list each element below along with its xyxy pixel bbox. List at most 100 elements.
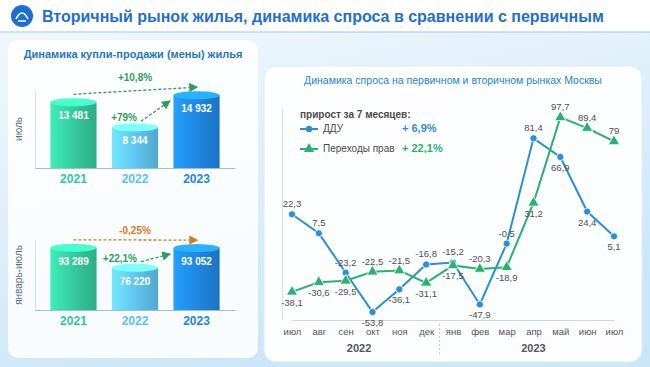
bar-top [173,91,219,99]
tick: 2023 [183,314,210,328]
annotation: +10,8% [118,72,152,83]
data-label: 66,9 [551,162,570,173]
data-label: 97,7 [551,101,570,112]
tick: июл [606,326,624,337]
header-band [0,0,650,32]
tick: сен [339,326,354,337]
legend-label: ДДУ [323,123,344,134]
annotation: +22,1% [103,253,137,264]
right-panel [264,66,642,362]
x-axis: июлавгсеноктноядекянвфевмарапрмайиюниюл [284,321,624,337]
tick: 2021 [60,314,87,328]
page: Вторичный рынок жилья, динамика спроса в… [0,0,650,367]
tick-label: 2023 [183,314,210,328]
x-axis-line [36,168,236,169]
legend: прирост за 7 месяцев:ДДУ+ 6,9%Переходы п… [300,109,443,154]
bar [112,268,158,310]
point [503,240,510,247]
tick: ноя [392,326,408,337]
data-label: -18,9 [496,272,518,283]
point [315,230,322,237]
bar-chart: Динамика купли-продажи (мены) жилья 13 48… [13,48,242,186]
x-axis-line [293,320,615,321]
bar [50,248,96,310]
bars [50,91,219,168]
legend-marker [306,126,312,132]
bar [173,95,219,168]
data-label: 93 052 [181,256,212,267]
tick: июн [579,326,597,337]
point [610,233,617,240]
tick-label: 2021 [60,172,87,186]
point [528,196,539,206]
tick-label: ноя [392,326,408,337]
tick-label: 2022 [122,172,149,186]
panel-title: Динамика купли-продажи (мены) жилья [24,48,243,60]
data-label: -31,1 [415,288,437,299]
tick: фев [471,326,489,337]
point [396,286,403,293]
point [288,211,295,218]
bar [173,248,219,310]
point [557,153,564,160]
group-label: 2022 [347,342,371,354]
x-axis-line [36,310,236,311]
group-label: 2023 [521,342,545,354]
tick-label: июн [579,326,597,337]
data-label: 13 481 [58,110,89,121]
data-label: -38,1 [281,297,303,308]
annotation-arrow [141,101,169,121]
tick-label: авг [312,326,326,337]
y-axis-line [35,91,36,169]
legend-marker [304,143,314,152]
tick: мар [499,326,516,337]
bar-top [173,244,219,252]
data-label: -15,2 [442,246,464,257]
data-label: -29,5 [335,286,357,297]
tick-label: фев [471,326,489,337]
data-label: 89,4 [578,112,597,123]
annotation-arrow [73,239,196,241]
annotation-arrow [141,254,169,262]
tick-label: дек [419,326,435,337]
tick-label: 2022 [122,314,149,328]
tick: 2022 [122,314,149,328]
bar-top [50,98,96,106]
chart-title: Динамика спроса на первичном и вторичном… [304,74,602,86]
data-label: 8 344 [122,135,147,146]
tick-label: 2023 [183,172,210,186]
tick: 2023 [183,172,210,186]
bar-top [50,244,96,252]
point [421,276,432,286]
data-label: -47,9 [469,309,491,320]
header-rule [0,32,650,33]
series-line [292,138,614,312]
point [340,274,351,284]
point [530,135,537,142]
x-axis: 2021 2022 2023 [36,311,236,328]
tick-label: май [552,326,569,337]
tick: май [552,326,569,337]
logo-glyph [16,13,28,21]
legend-title: прирост за 7 месяцев: [300,109,411,120]
bar-top [112,123,158,131]
header-title: Вторичный рынок жилья, динамика спроса в… [42,8,604,25]
data-label: -23,2 [335,257,357,268]
data-label: 76 220 [120,276,151,287]
background [0,0,650,367]
data-label: 24,4 [578,217,597,228]
y-label: июль [13,117,24,141]
y-label: январь-июль [13,245,24,305]
data-label: 14 932 [181,103,212,114]
tick: 2021 [60,172,87,186]
data-label: 7,5 [312,217,325,228]
y-axis-line [282,109,283,321]
x-axis: 2021 2022 2023 [36,169,236,186]
y-axis [282,109,283,321]
data-label: -22,5 [362,256,384,267]
left-panel [8,40,258,358]
series-line [292,117,614,291]
tick: дек [419,326,435,337]
data-label: -21,5 [389,255,411,266]
tick-label: апр [526,326,542,337]
